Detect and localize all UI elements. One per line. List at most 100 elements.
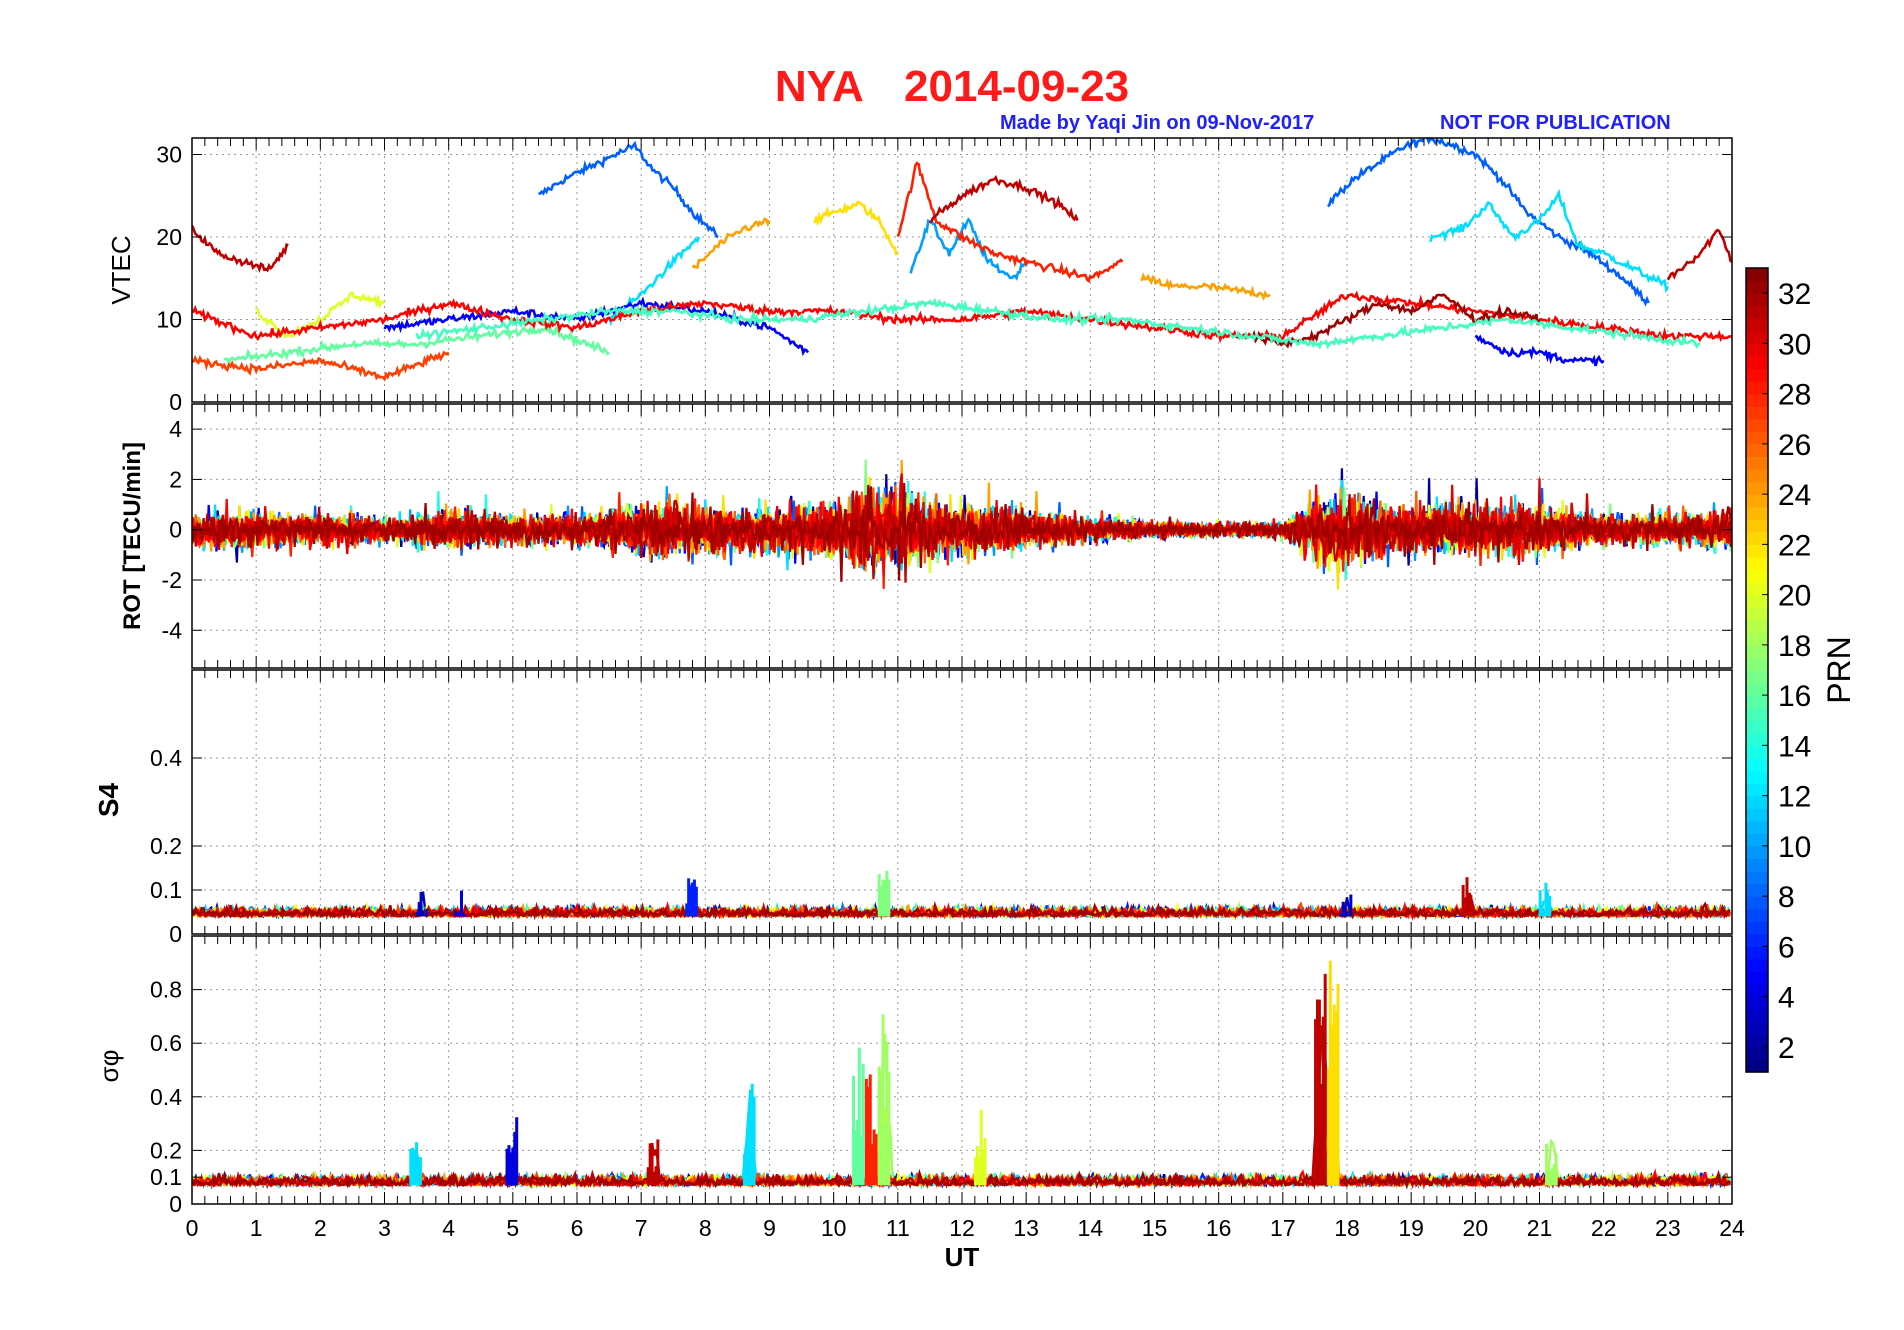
vtec-series-prn-22	[813, 200, 899, 256]
colorbar-segment	[1746, 619, 1768, 633]
data-layer	[192, 960, 1732, 1190]
colorbar-segment	[1746, 330, 1768, 344]
colorbar-frame	[1745, 267, 1769, 1073]
x-tick-label: 16	[1206, 1215, 1232, 1241]
y-tick-label: 0.2	[150, 833, 182, 859]
y-axis-label: σφ	[94, 1050, 124, 1083]
x-tick-label: 13	[1013, 1215, 1039, 1241]
station-name: NYA	[774, 62, 864, 111]
colorbar-segment	[1746, 858, 1768, 872]
colorbar-segment	[1746, 996, 1768, 1010]
colorbar-segment	[1746, 808, 1768, 822]
colorbar-segment	[1746, 381, 1768, 395]
colorbar-segment	[1746, 971, 1768, 985]
y-tick-label: 30	[156, 142, 182, 168]
vtec-series-prn-5	[1474, 334, 1605, 367]
colorbar-segment	[1746, 293, 1768, 307]
colorbar-segment	[1746, 1009, 1768, 1023]
x-tick-label: 6	[571, 1215, 584, 1241]
colorbar-segment	[1746, 682, 1768, 696]
x-tick-label: 14	[1078, 1215, 1104, 1241]
vtec-series-prn-27	[192, 350, 450, 382]
colorbar-tick-label: 10	[1778, 831, 1811, 864]
colorbar-segment	[1746, 732, 1768, 746]
colorbar-segment	[1746, 582, 1768, 596]
colorbar-tick-label: 18	[1778, 630, 1811, 663]
vtec-series-prn-8	[1326, 138, 1650, 307]
rot-series-prn-32	[192, 482, 1732, 582]
colorbar-segment	[1746, 845, 1768, 860]
x-tick-label: 22	[1591, 1215, 1617, 1241]
colorbar-segment	[1746, 908, 1768, 922]
vtec-series-prn-31	[1666, 228, 1732, 281]
x-tick-label: 21	[1527, 1215, 1553, 1241]
colorbar-segment	[1746, 343, 1768, 357]
vtec-series-prn-24	[1140, 272, 1271, 302]
colorbar-segment	[1746, 770, 1768, 784]
colorbar-segment	[1746, 406, 1768, 420]
y-tick-label: 0.1	[150, 877, 182, 903]
y-tick-label: 0.4	[150, 745, 182, 771]
vtec-series-prn-10	[909, 217, 1028, 281]
colorbar-segment	[1746, 1046, 1768, 1061]
publication-notice: NOT FOR PUBLICATION	[1440, 112, 1671, 134]
y-tick-label: -4	[162, 617, 183, 643]
colorbar-segment	[1746, 921, 1768, 935]
title: NYA 2014-09-23	[0, 62, 1904, 112]
colorbar-segment	[1746, 531, 1768, 545]
colorbar-segment	[1746, 946, 1768, 960]
y-tick-label: -2	[162, 567, 182, 593]
y-tick-label: 0.6	[150, 1030, 182, 1056]
colorbar-segment	[1746, 1021, 1768, 1035]
vtec-series-prn-16	[223, 323, 610, 366]
colorbar-segment	[1746, 896, 1768, 910]
colorbar-tick-label: 2	[1778, 1032, 1795, 1065]
colorbar-segment	[1746, 469, 1768, 483]
panel-vtec: 0 10 20 30 VTEC	[106, 137, 1733, 415]
colorbar-segment	[1746, 795, 1768, 809]
colorbar-tick-label: 14	[1778, 730, 1811, 763]
colorbar-segment	[1746, 305, 1768, 319]
colorbar-segment	[1746, 431, 1768, 445]
vtec-series-prn-31	[192, 225, 289, 273]
data-layer	[192, 459, 1732, 590]
series-prn-31	[192, 1025, 1731, 1189]
colorbar-segment	[1746, 481, 1768, 495]
data-layer	[192, 138, 1732, 382]
colorbar-segment	[1746, 569, 1768, 583]
y-tick-label: 0	[169, 921, 182, 947]
colorbar-segment	[1746, 820, 1768, 834]
colorbar-tick-label: 16	[1778, 680, 1811, 713]
y-tick-label: 2	[169, 466, 182, 492]
colorbar-segment	[1746, 657, 1768, 671]
x-tick-label: 5	[506, 1215, 519, 1241]
series-prn-18	[192, 1034, 1732, 1190]
x-tick-label: 9	[763, 1215, 776, 1241]
panel-rot: -4 -2 0 2 4 ROT [TECU/min]	[119, 403, 1733, 669]
x-tick-label: 1	[250, 1215, 263, 1241]
colorbar-segment	[1746, 443, 1768, 458]
colorbar-segment	[1746, 544, 1768, 558]
x-tick-label: 20	[1463, 1215, 1489, 1241]
series-prn-29	[192, 1086, 1731, 1190]
colorbar-segment	[1746, 707, 1768, 721]
rot-series-prn-31	[192, 490, 1732, 583]
colorbar-segment	[1746, 670, 1768, 684]
colorbar-segment	[1746, 318, 1768, 332]
vtec-series-prn-12	[1429, 188, 1669, 294]
colorbar-segment	[1746, 933, 1768, 947]
colorbar-segment	[1746, 393, 1768, 407]
colorbar-segment	[1746, 607, 1768, 621]
colorbar-segment	[1746, 833, 1768, 847]
vtec-series-prn-28	[896, 161, 1124, 284]
y-axis-label: ROT [TECU/min]	[119, 442, 146, 630]
colorbar-tick-label: 20	[1778, 580, 1811, 613]
date-label: 2014-09-23	[904, 62, 1130, 111]
colorbar-tick-label: 24	[1778, 479, 1811, 512]
colorbar-tick-label: 8	[1778, 881, 1795, 914]
colorbar-segment	[1746, 368, 1768, 382]
x-tick-label: 11	[886, 1215, 910, 1241]
x-axis-label: UT	[945, 1242, 980, 1272]
